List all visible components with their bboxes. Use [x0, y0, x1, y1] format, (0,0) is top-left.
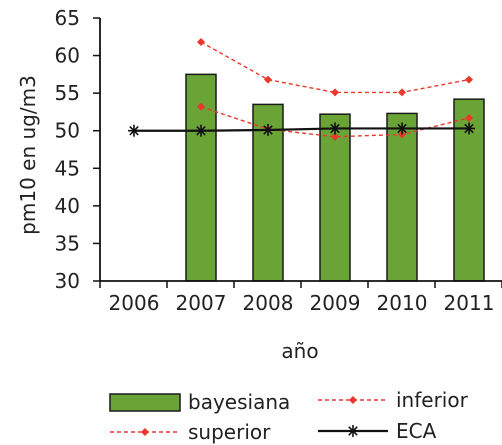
- y-tick-label-50: 50: [55, 119, 80, 143]
- y-tick-label-65: 65: [55, 6, 80, 30]
- legend-item-ECA: ECA: [318, 419, 437, 443]
- x-tick-label-2009: 2009: [310, 291, 361, 315]
- point-ECA-2006: [128, 124, 140, 137]
- point-ECA-2011: [463, 122, 475, 135]
- series-line-superior: [200, 41, 470, 94]
- y-tick-label-40: 40: [55, 194, 80, 218]
- point-superior-2011: [465, 75, 473, 84]
- x-tick-label-2006: 2006: [109, 291, 160, 315]
- point-superior-2007: [197, 38, 205, 47]
- lines-layer: [128, 38, 475, 141]
- y-tick-label-60: 60: [55, 44, 80, 68]
- point-inferior-2010: [398, 130, 406, 139]
- legend-label-inferior: inferior: [396, 388, 469, 412]
- point-superior-2009: [331, 88, 339, 97]
- point-superior-2008: [264, 75, 272, 84]
- point-inferior-2011: [465, 113, 473, 122]
- point-inferior-2009: [331, 132, 339, 141]
- y-tick-label-30: 30: [55, 269, 80, 293]
- y-axis-label: pm10 en ug/m3: [16, 75, 40, 235]
- axes-layer: [99, 18, 502, 282]
- legend-item-inferior: inferior: [318, 388, 469, 412]
- legend-label-superior: superior: [188, 420, 271, 444]
- bar-bayesiana-2010: [386, 112, 418, 282]
- x-tick-label-2007: 2007: [176, 291, 227, 315]
- legend: bayesiana inferior superior ECA: [109, 388, 469, 444]
- legend-label-ECA: ECA: [396, 419, 437, 443]
- x-tick-label-2008: 2008: [243, 291, 294, 315]
- legend-marker-ECA: [347, 425, 359, 437]
- x-axis-label: año: [281, 339, 318, 363]
- x-tick-label-2011: 2011: [444, 291, 495, 315]
- point-ECA-2007: [195, 124, 207, 137]
- y-tick-label-45: 45: [55, 156, 80, 180]
- bars-layer: [185, 73, 485, 282]
- point-inferior-2007: [197, 102, 205, 111]
- legend-marker-inferior: [349, 396, 357, 404]
- point-ECA-2008: [262, 123, 274, 136]
- point-ECA-2009: [329, 122, 341, 135]
- point-superior-2010: [398, 88, 406, 97]
- legend-item-superior: superior: [110, 420, 271, 444]
- ticks-layer: 30 35 40 45 50 55 60 65 2006 2007 2008 2009 2010 2011: [55, 6, 502, 315]
- y-tick-label-55: 55: [55, 81, 80, 105]
- series-line-ECA: [134, 127, 469, 132]
- legend-marker-superior: [141, 428, 149, 436]
- x-tick-label-2010: 2010: [377, 291, 428, 315]
- legend-label-bayesiana: bayesiana: [188, 390, 290, 414]
- legend-item-bayesiana: bayesiana: [109, 390, 290, 414]
- y-tick-label-35: 35: [55, 231, 80, 255]
- point-ECA-2010: [396, 122, 408, 135]
- legend-swatch-bayesiana: [109, 393, 181, 412]
